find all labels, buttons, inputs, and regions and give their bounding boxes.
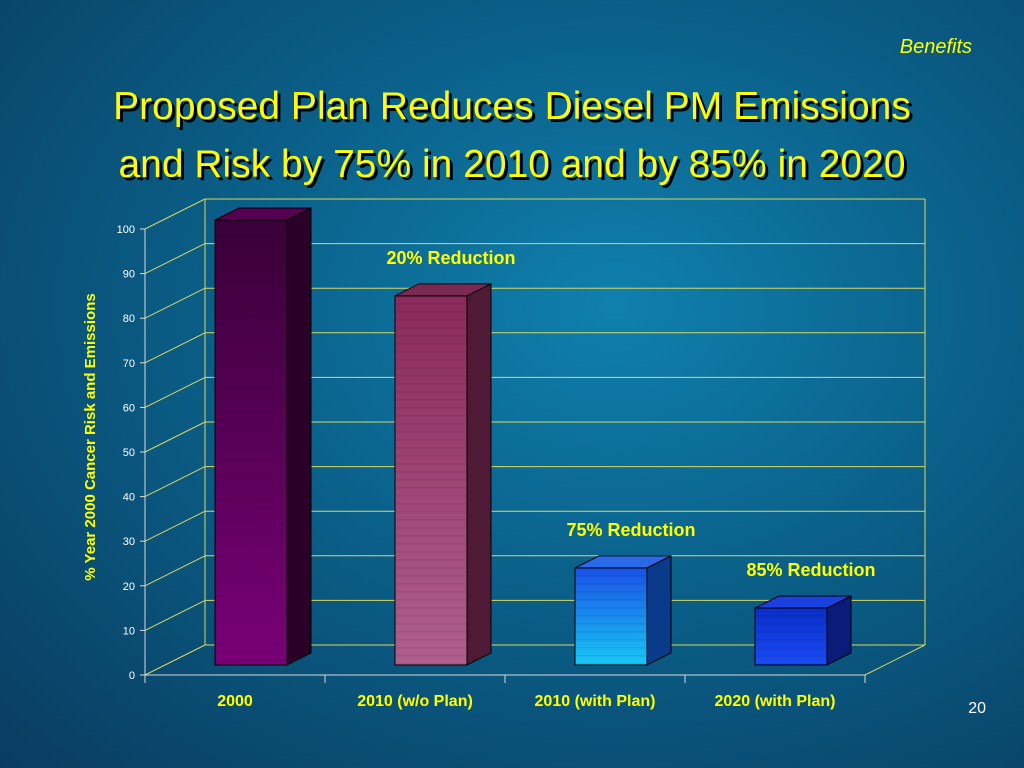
bar-top [214,207,312,221]
reduction-annotation: 20% Reduction [386,248,515,268]
bar-side [466,283,492,666]
y-axis-title: % Year 2000 Cancer Risk and Emissions [82,293,99,580]
bar-top [574,555,672,569]
y-tick-label: 100 [117,224,135,236]
slide-title-line-1: Proposed Plan Reduces Diesel PM Emission… [113,85,911,128]
floor-right-edge [864,644,926,676]
page-number: 20 [968,700,986,717]
reduction-annotation: 75% Reduction [566,520,695,540]
bar-top [394,283,492,297]
slide-title: Proposed Plan Reduces Diesel PM Emission… [0,78,1024,194]
gridline-depth [144,287,206,319]
x-tick-label: 2010 (w/o Plan) [357,693,473,710]
bar-front [214,219,288,666]
bar-front [754,607,828,666]
reduction-annotation: 85% Reduction [746,560,875,580]
y-tick-label: 40 [123,492,135,504]
gridline-depth [144,332,206,364]
gridline-depth [144,555,206,587]
bar-side [646,555,672,666]
gridline-depth [144,198,206,230]
chart-labels: % Year 2000 Cancer Risk and Emissions200… [82,248,876,710]
slide-title-line-2: and Risk by 75% in 2010 and by 85% in 20… [118,143,906,186]
y-tick-label: 70 [123,358,135,370]
chart-grid [144,198,926,676]
y-tick-label: 20 [123,581,135,593]
gridline-depth [144,421,206,453]
y-tick-label: 0 [129,670,135,682]
x-tick-label: 2010 (with Plan) [535,693,656,710]
bar-top [754,595,852,609]
gridline-depth [144,510,206,542]
gridline-depth [144,644,206,676]
y-tick-label: 90 [123,269,135,281]
y-tick-label: 30 [123,536,135,548]
gridline-depth [144,243,206,275]
bar-front [394,295,468,666]
chart-axes: 0 10 20 30 40 50 60 70 80 90 100 [117,224,866,683]
bar-front [574,567,648,666]
y-tick-label: 80 [123,313,135,325]
y-tick-label: 60 [123,402,135,414]
x-tick-label: 2020 (with Plan) [715,693,836,710]
chart-bars [214,207,852,666]
section-label: Benefits [899,36,972,58]
y-tick-label: 10 [123,625,135,637]
gridline-depth [144,599,206,631]
gridline-depth [144,466,206,498]
y-tick-label: 50 [123,447,135,459]
x-tick-label: 2000 [217,693,253,710]
bar-side [286,207,312,666]
gridline-depth [144,376,206,408]
